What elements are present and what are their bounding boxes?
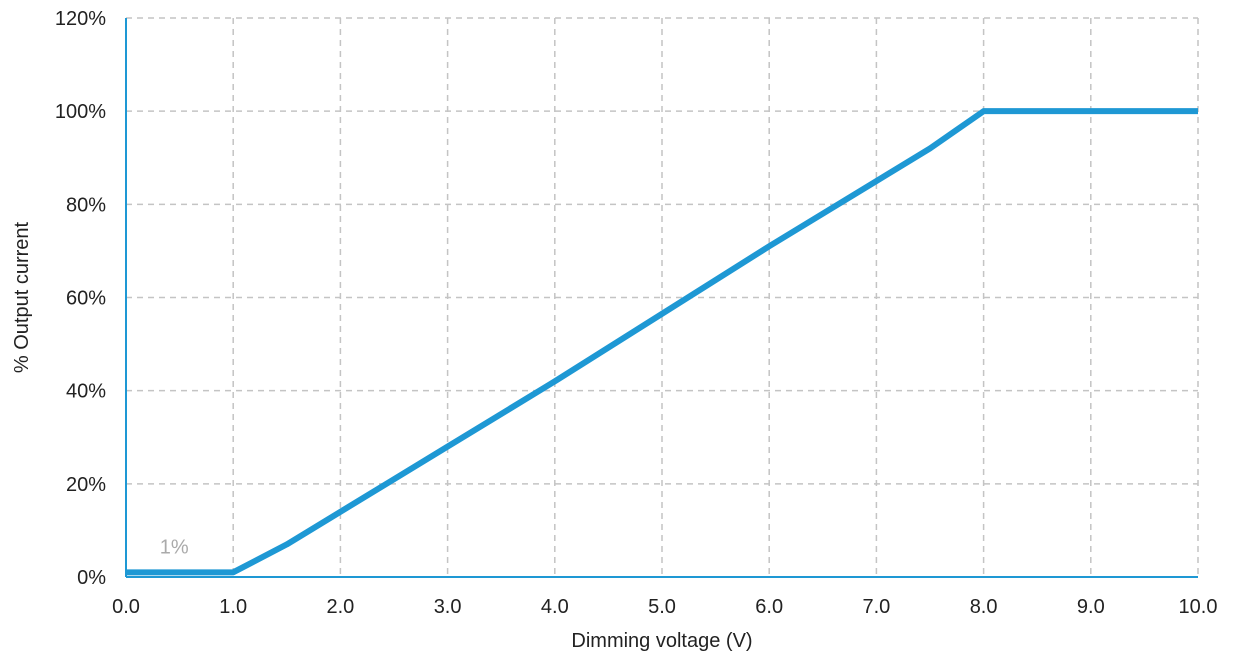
x-tick-label: 10.0 xyxy=(1179,596,1218,618)
axes xyxy=(125,18,1198,578)
x-tick-label: 5.0 xyxy=(648,596,676,618)
series-line xyxy=(126,108,1198,576)
x-tick-label: 7.0 xyxy=(862,596,890,618)
y-tick-label: 100% xyxy=(55,101,106,123)
y-tick-label: 20% xyxy=(66,474,106,496)
y-tick-label: 40% xyxy=(66,381,106,403)
y-tick-label: 120% xyxy=(55,8,106,30)
grid-lines xyxy=(126,17,1199,577)
y-tick-labels: 0% 20% 40% 60% 80% 100% 120% xyxy=(55,8,106,589)
y-axis-label: % Output current xyxy=(11,221,33,373)
annotations: 1% xyxy=(160,537,189,559)
y-tick-label: 80% xyxy=(66,194,106,216)
x-tick-label: 0.0 xyxy=(112,596,140,618)
y-tick-label: 0% xyxy=(77,567,106,589)
x-tick-label: 8.0 xyxy=(970,596,998,618)
x-tick-label: 6.0 xyxy=(755,596,783,618)
x-tick-label: 2.0 xyxy=(326,596,354,618)
x-tick-label: 1.0 xyxy=(219,596,247,618)
x-tick-labels: 0.0 1.0 2.0 3.0 4.0 5.0 6.0 7.0 8.0 9.0 10.0 xyxy=(112,596,1217,618)
x-tick-label: 3.0 xyxy=(434,596,462,618)
x-tick-label: 4.0 xyxy=(541,596,569,618)
annotation-label: 1% xyxy=(160,537,189,559)
y-tick-label: 60% xyxy=(66,288,106,310)
series-layer xyxy=(126,108,1198,576)
x-tick-label: 9.0 xyxy=(1077,596,1105,618)
x-axis-label: Dimming voltage (V) xyxy=(571,630,752,652)
